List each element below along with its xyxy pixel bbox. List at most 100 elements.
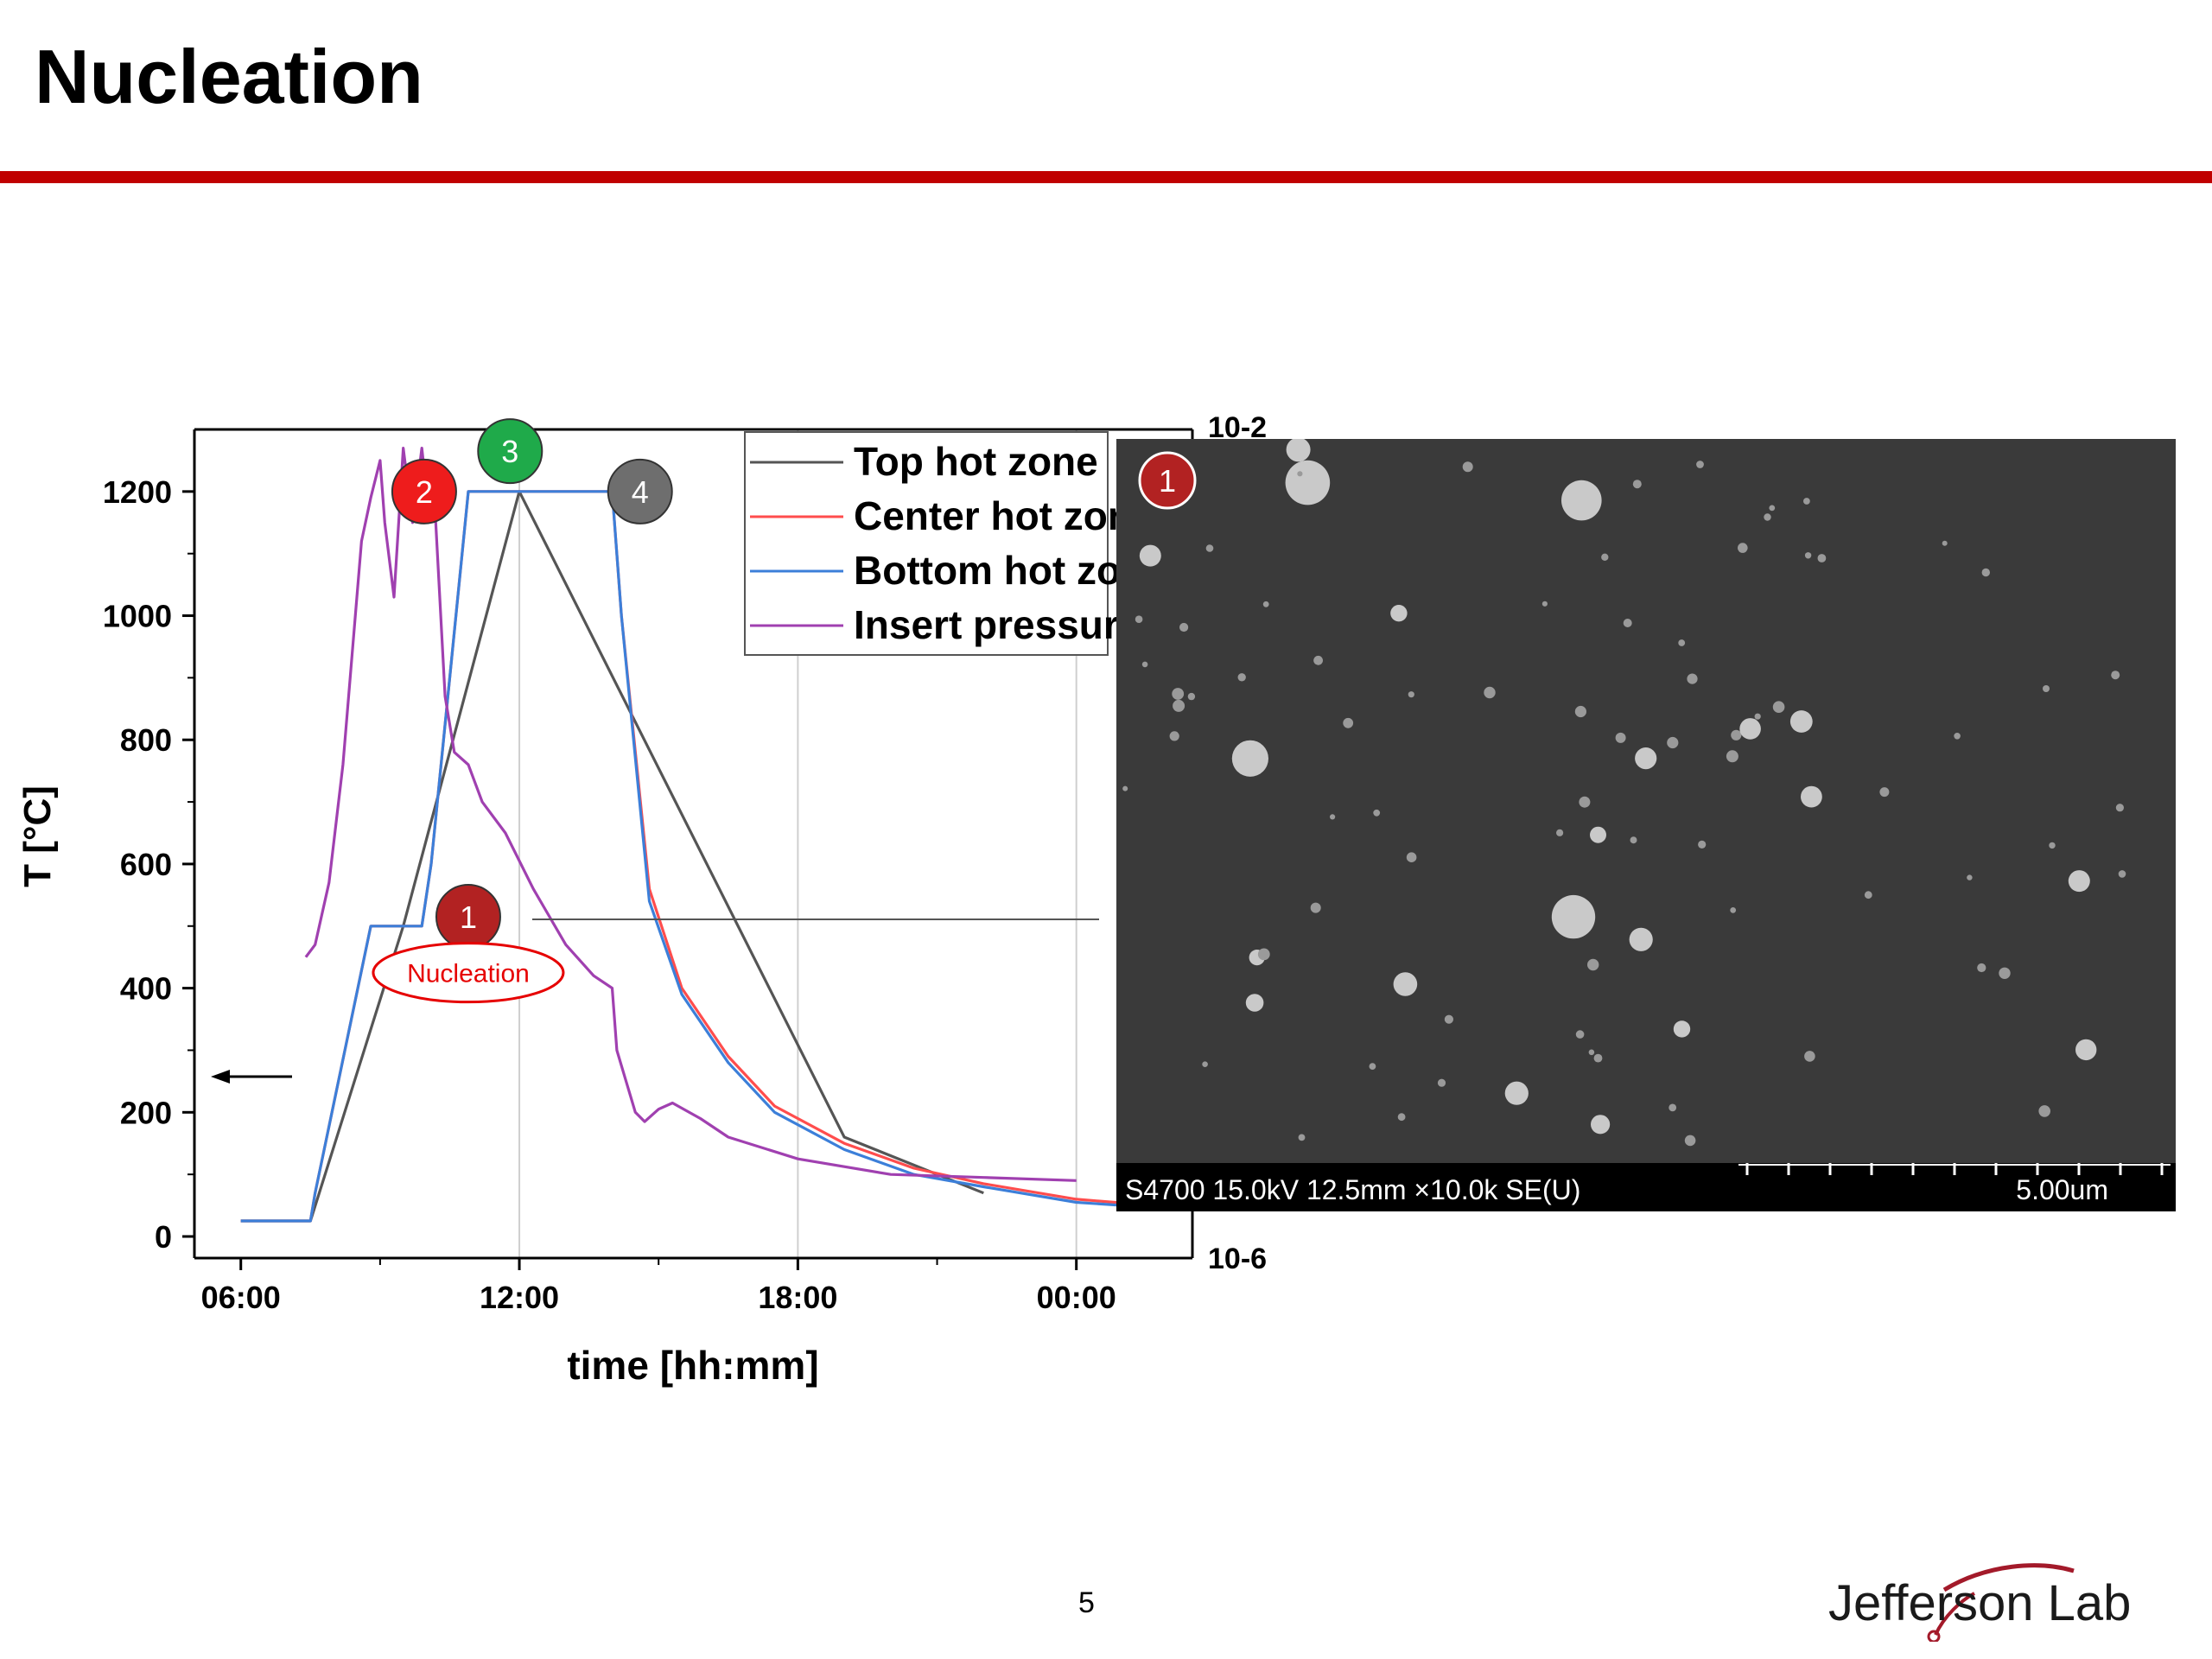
- y-tick-label: 1000: [103, 599, 172, 634]
- sem-particle: [1817, 554, 1827, 563]
- sem-particle: [1297, 471, 1303, 477]
- sem-particle: [1942, 540, 1948, 546]
- sem-particle: [1590, 826, 1606, 843]
- step-marker-4: [607, 458, 673, 524]
- sem-particle: [1122, 785, 1128, 791]
- y-tick-label: 0: [155, 1219, 172, 1255]
- sem-particle: [1601, 553, 1609, 561]
- sem-particle: [1630, 836, 1637, 844]
- legend-label-bottom: Bottom hot zone: [854, 548, 1167, 593]
- legend-label-top: Top hot zone: [854, 439, 1098, 484]
- sem-particle: [1504, 1081, 1529, 1105]
- sem-particle: [1587, 958, 1599, 971]
- sem-scale-ruler: [1738, 1163, 2171, 1175]
- x-tick-label: 12:00: [480, 1280, 559, 1315]
- x-axis-title: time [hh:mm]: [567, 1343, 818, 1388]
- nucleation-callout-label: Nucleation: [407, 960, 530, 988]
- sem-particle: [1999, 967, 2011, 979]
- sem-particle: [1169, 731, 1179, 741]
- sem-particle: [1764, 513, 1771, 521]
- sem-particle: [1408, 691, 1414, 698]
- x-tick-label: 18:00: [758, 1280, 837, 1315]
- step-marker-2: [391, 458, 457, 524]
- step-marker-label: 2: [416, 474, 433, 510]
- sem-particle: [2043, 685, 2050, 692]
- sem-particle: [1257, 948, 1270, 961]
- sem-particle: [1205, 544, 1214, 552]
- sem-particle: [1484, 686, 1496, 699]
- sem-particle: [1579, 796, 1591, 808]
- sem-particle: [1556, 829, 1564, 836]
- logo-swoosh-icon: [1927, 1563, 2075, 1642]
- right-axis-bottom-label: 10-6: [1208, 1243, 1267, 1275]
- sem-particle: [1789, 710, 1813, 733]
- sem-particle: [1588, 1049, 1595, 1056]
- nucleation-callout: [372, 942, 565, 1004]
- sem-particle: [1285, 460, 1331, 505]
- logo-text: Jefferson Lab: [1828, 1575, 2132, 1631]
- tick-marks: 06:00 12:00 18:00 00:00 0 200 400 600 800 1000 120…: [103, 474, 1116, 1315]
- sem-particle: [1698, 840, 1707, 849]
- sem-particle: [1615, 732, 1626, 743]
- y-tick-label: 600: [120, 847, 172, 882]
- title-divider: [0, 171, 2212, 183]
- sem-particle: [1804, 1051, 1815, 1062]
- sem-particle: [1687, 673, 1698, 684]
- sem-particle: [2049, 842, 2056, 849]
- sem-particle: [1726, 750, 1738, 763]
- sem-particle: [1245, 994, 1264, 1012]
- sem-particle: [1632, 480, 1642, 489]
- legend-label-pressure: Insert pressure: [854, 602, 1141, 647]
- sem-particle: [1202, 1061, 1208, 1067]
- sem-particle: [1172, 688, 1185, 700]
- sem-particle: [1561, 480, 1602, 521]
- sem-particle: [1954, 733, 1961, 740]
- sem-particle: [1754, 713, 1761, 720]
- series-line-4: [304, 447, 1077, 1182]
- y-tick-label: 1200: [103, 474, 172, 510]
- sem-particle: [1769, 505, 1776, 512]
- sem-particle: [1139, 544, 1161, 567]
- sem-particle: [1237, 673, 1246, 682]
- sem-particle: [1343, 717, 1354, 728]
- sem-particle: [1575, 1030, 1585, 1039]
- sem-particle: [1313, 655, 1323, 665]
- sem-particle: [1141, 661, 1148, 668]
- sem-particle: [1574, 705, 1586, 718]
- sem-particle: [1593, 1053, 1603, 1063]
- sem-info-bar: S4700 15.0kV 12.5mm ×10.0k SE(U) 5.00um: [1116, 1163, 2176, 1211]
- step-marker-label: 1: [460, 899, 477, 935]
- left-axis-arrow: [211, 1070, 292, 1084]
- sem-particle: [1187, 692, 1196, 701]
- sem-particle: [1629, 927, 1653, 951]
- sem-particle: [1635, 747, 1657, 770]
- sem-particle: [1262, 601, 1269, 607]
- sem-particle: [1864, 891, 1872, 899]
- y-tick-label: 800: [120, 722, 172, 758]
- sem-particle: [1977, 963, 1986, 973]
- sem-particle: [2038, 1105, 2050, 1117]
- sem-particle: [2118, 870, 2126, 878]
- sem-particle: [1541, 601, 1548, 607]
- sem-particle: [1393, 972, 1418, 996]
- sem-particle: [1444, 1014, 1453, 1024]
- sem-particle: [2068, 870, 2090, 893]
- sem-particle: [1462, 461, 1473, 473]
- sem-particle: [1390, 605, 1408, 622]
- sem-marker-label: 1: [1159, 463, 1176, 499]
- sem-marker: 1: [1138, 451, 1197, 510]
- sem-particle: [2075, 1039, 2097, 1061]
- sem-particle: [1551, 894, 1596, 939]
- sem-particle: [1981, 568, 1990, 577]
- sem-particles: [1122, 439, 2126, 1147]
- legend-label-center: Center hot zone: [854, 493, 1154, 538]
- sem-particle: [1231, 740, 1268, 777]
- sem-micrograph: 1 S4700 15.0kV 12.5mm ×10.0k SE(U) 5.00u…: [1116, 439, 2176, 1211]
- sem-particle: [1739, 718, 1761, 740]
- sem-particle: [1804, 552, 1812, 559]
- sem-particle: [1406, 852, 1417, 862]
- y-tick-label: 400: [120, 971, 172, 1007]
- sem-particle: [1678, 639, 1686, 646]
- step-marker-label: 4: [632, 474, 649, 510]
- annotations: 1 Nucleation 2 3 4: [372, 418, 673, 1004]
